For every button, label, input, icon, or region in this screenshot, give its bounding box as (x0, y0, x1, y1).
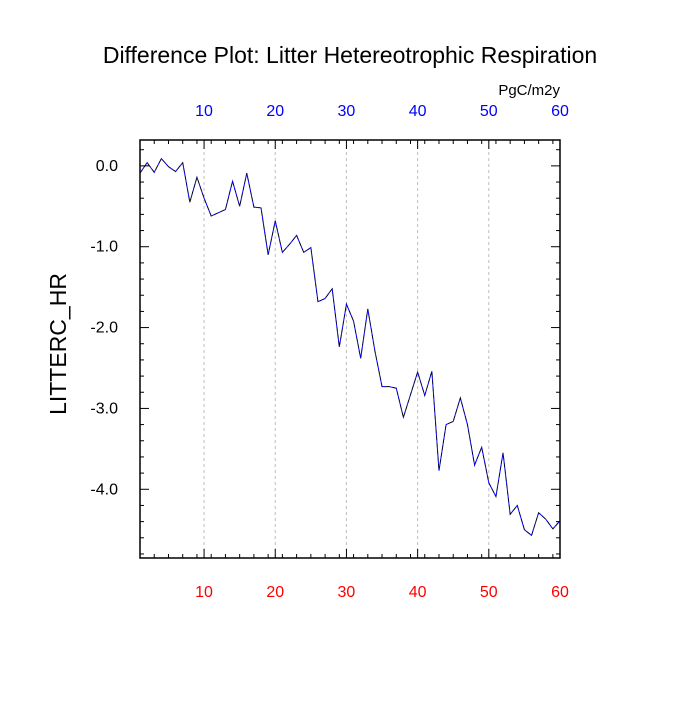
x-tick-label-top: 60 (551, 103, 569, 120)
y-tick-label: -3.0 (90, 400, 118, 417)
y-tick-label: -4.0 (90, 481, 118, 498)
y-tick-label: -2.0 (90, 320, 118, 337)
tick-labels: 10 10 20 20 30 30 40 40 50 50 60 60 0.0 -1.0 -2.0 -3.0 -… (90, 103, 569, 601)
y-tick-label: -1.0 (90, 239, 118, 256)
x-tick-label-bottom: 60 (551, 584, 569, 601)
x-tick-label-bottom: 10 (195, 584, 213, 601)
units-label: PgC/m2y (498, 82, 560, 99)
series-layer (139, 157, 561, 537)
axis-ticks (139, 140, 561, 558)
x-tick-label-top: 30 (338, 103, 356, 120)
x-tick-label-bottom: 30 (338, 584, 356, 601)
chart-title: Difference Plot: Litter Hetereotrophic R… (103, 42, 597, 68)
series-line-black (139, 157, 561, 537)
grid-lines (203, 140, 490, 558)
x-tick-label-top: 50 (480, 103, 498, 120)
plot-frame (139, 139, 561, 559)
x-tick-label-bottom: 50 (480, 584, 498, 601)
x-tick-label-bottom: 40 (409, 584, 427, 601)
y-axis-title: LITTERC_HR (45, 273, 71, 415)
y-tick-label: 0.0 (96, 158, 118, 175)
x-tick-label-top: 20 (266, 103, 284, 120)
x-tick-label-bottom: 20 (266, 584, 284, 601)
x-tick-label-top: 40 (409, 103, 427, 120)
x-tick-label-top: 10 (195, 103, 213, 120)
series-line-blue (139, 157, 561, 537)
